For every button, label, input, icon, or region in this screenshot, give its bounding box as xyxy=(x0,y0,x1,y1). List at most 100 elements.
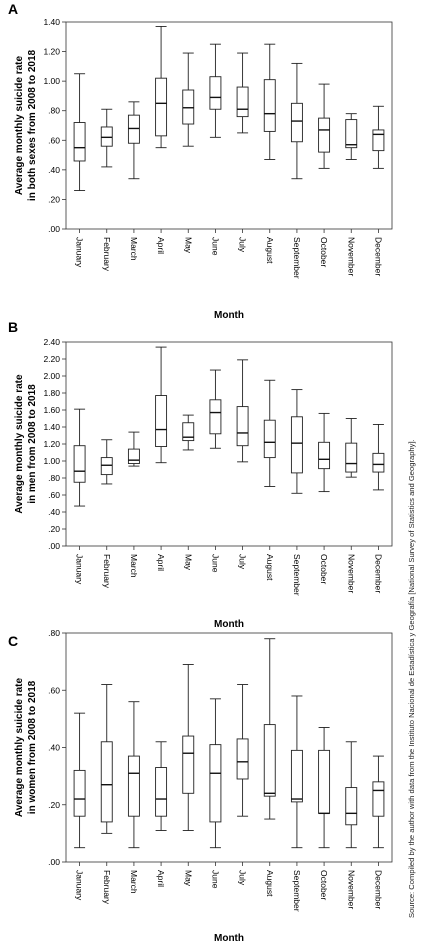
x-tick-label: August xyxy=(265,237,275,264)
box-iqr xyxy=(127,448,140,465)
box-iqr xyxy=(236,86,249,118)
x-tick-label: April xyxy=(156,237,166,254)
y-axis-title: in both sexes from 2008 to 2018 xyxy=(27,49,38,201)
x-tick-label: November xyxy=(346,870,356,909)
y-axis-title: in women from 2008 to 2018 xyxy=(27,680,38,814)
y-tick-label: 2.40 xyxy=(43,337,60,347)
box-iqr xyxy=(100,126,113,147)
y-tick-label: 2.20 xyxy=(43,354,60,364)
box-may xyxy=(182,52,195,147)
y-tick-label: 2.00 xyxy=(43,371,60,381)
x-tick-label: May xyxy=(183,237,193,254)
y-tick-label: .40 xyxy=(48,507,60,517)
box-august xyxy=(263,43,276,160)
y-tick-label: 1.20 xyxy=(43,47,60,57)
box-iqr xyxy=(372,781,385,817)
source-note: Source: Compiled by the author with data… xyxy=(407,439,416,918)
x-tick-label: February xyxy=(102,870,112,905)
box-iqr xyxy=(209,744,222,823)
box-may xyxy=(182,414,195,451)
box-february xyxy=(100,684,113,834)
box-december xyxy=(372,424,385,491)
x-axis-title: Month xyxy=(214,310,244,321)
panel-label: C xyxy=(8,633,18,649)
box-november xyxy=(345,418,358,478)
y-tick-label: .20 xyxy=(48,524,60,534)
y-tick-label: 1.00 xyxy=(43,76,60,86)
x-tick-label: June xyxy=(210,554,220,573)
box-iqr xyxy=(127,755,140,817)
x-tick-label: July xyxy=(238,237,248,253)
box-april xyxy=(155,741,168,831)
x-axis-title: Month xyxy=(214,619,244,630)
box-february xyxy=(100,108,113,168)
x-tick-label: December xyxy=(373,870,383,909)
x-tick-label: September xyxy=(292,554,302,596)
x-tick-label: November xyxy=(346,554,356,593)
box-july xyxy=(236,359,249,463)
x-tick-label: July xyxy=(238,870,248,886)
box-october xyxy=(318,412,331,493)
box-iqr xyxy=(318,749,331,814)
box-june xyxy=(209,369,222,449)
box-iqr xyxy=(318,117,331,153)
y-axis-title: in men from 2008 to 2018 xyxy=(27,384,38,504)
x-tick-label: December xyxy=(373,554,383,593)
y-tick-label: .80 xyxy=(48,473,60,483)
box-iqr xyxy=(209,76,222,110)
y-tick-label: .00 xyxy=(48,541,60,551)
y-tick-label: .00 xyxy=(48,857,60,867)
x-tick-label: June xyxy=(210,870,220,889)
x-tick-label: October xyxy=(319,554,329,584)
box-iqr xyxy=(236,738,249,780)
y-tick-label: 1.40 xyxy=(43,17,60,27)
y-tick-label: 1.60 xyxy=(43,405,60,415)
x-tick-label: December xyxy=(373,237,383,276)
box-january xyxy=(73,408,86,507)
plot-frame xyxy=(65,632,393,863)
y-tick-label: .00 xyxy=(48,224,60,234)
y-tick-label: 1.00 xyxy=(43,456,60,466)
box-iqr xyxy=(127,114,140,144)
box-september xyxy=(290,62,303,180)
y-tick-label: .80 xyxy=(48,106,60,116)
box-iqr xyxy=(236,406,249,447)
y-tick-label: .20 xyxy=(48,800,60,810)
x-tick-label: October xyxy=(319,237,329,267)
y-tick-label: 1.80 xyxy=(43,388,60,398)
x-axis-title: Month xyxy=(214,933,244,944)
x-tick-label: April xyxy=(156,870,166,887)
y-tick-label: .20 xyxy=(48,194,60,204)
box-july xyxy=(236,52,249,134)
x-tick-label: September xyxy=(292,237,302,279)
box-iqr xyxy=(73,122,86,162)
x-tick-label: March xyxy=(129,554,139,578)
box-december xyxy=(372,755,385,849)
box-september xyxy=(290,695,303,849)
box-october xyxy=(318,727,331,849)
x-tick-label: February xyxy=(102,554,112,589)
box-september xyxy=(290,389,303,494)
x-tick-label: May xyxy=(183,554,193,571)
box-iqr xyxy=(182,89,195,125)
y-axis-title: Average monthly suicide rate xyxy=(14,374,25,514)
x-tick-label: June xyxy=(210,237,220,256)
x-tick-label: October xyxy=(319,870,329,900)
box-august xyxy=(263,379,276,487)
box-iqr xyxy=(263,79,276,132)
box-january xyxy=(73,73,86,192)
x-tick-label: March xyxy=(129,237,139,261)
box-iqr xyxy=(73,769,86,817)
y-tick-label: .40 xyxy=(48,165,60,175)
box-iqr xyxy=(155,77,168,137)
box-iqr xyxy=(263,419,276,459)
box-november xyxy=(345,741,358,849)
box-iqr xyxy=(345,787,358,826)
box-december xyxy=(372,105,385,169)
box-iqr xyxy=(155,767,168,817)
y-tick-label: .60 xyxy=(48,490,60,500)
box-iqr xyxy=(100,457,113,476)
box-march xyxy=(127,701,140,849)
box-iqr xyxy=(372,452,385,473)
